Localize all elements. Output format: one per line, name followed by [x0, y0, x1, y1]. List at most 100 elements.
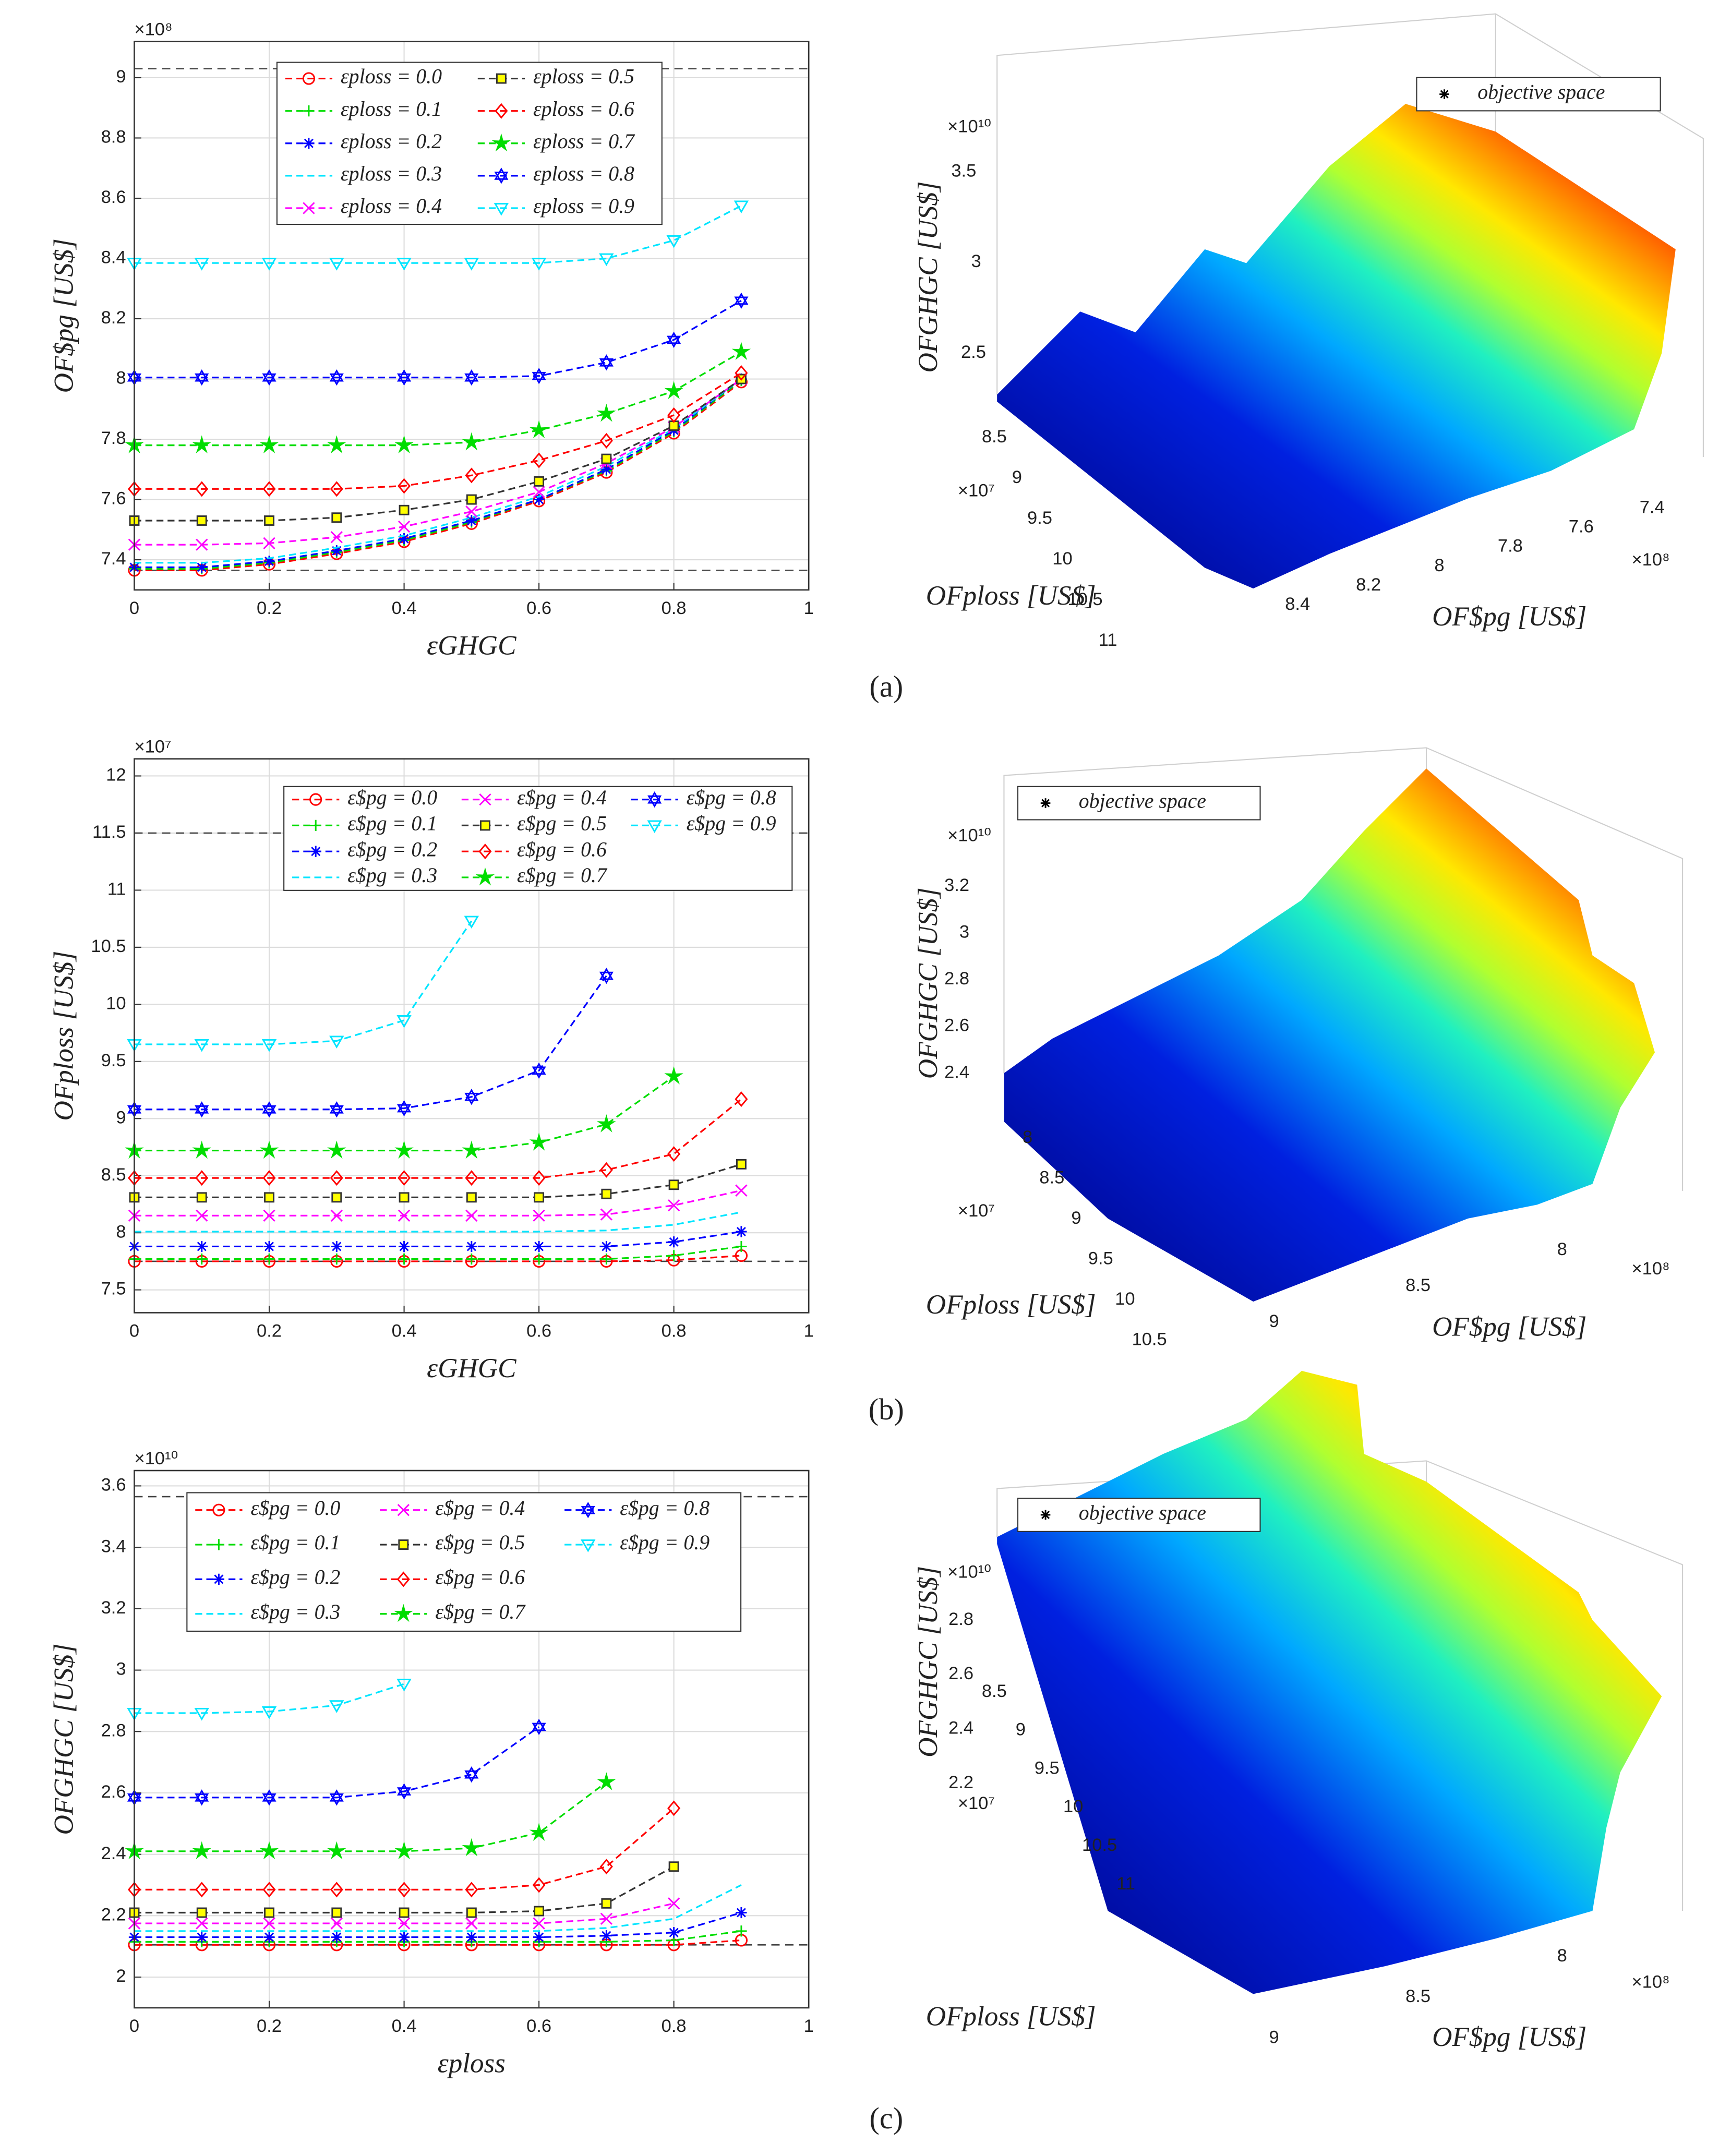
- x-tick-label: 10.5: [1067, 589, 1102, 609]
- marker: [599, 967, 614, 984]
- z-tick-label: 2.2: [948, 1773, 973, 1792]
- series-line: [134, 381, 742, 571]
- legend-label: εploss = 0.9: [533, 195, 634, 218]
- x-tick-label: 0.2: [257, 2016, 282, 2036]
- marker: [466, 515, 477, 526]
- x-tick-label: 9.5: [1027, 508, 1052, 528]
- marker: [464, 1089, 479, 1105]
- y-tick-label: 8: [116, 1222, 126, 1242]
- marker: [464, 258, 479, 271]
- series-line: [134, 1255, 742, 1262]
- axis-exponent: ×10⁷: [958, 480, 995, 500]
- marker: [262, 481, 276, 497]
- y-tick-label: 7.4: [101, 549, 126, 569]
- y-tick-label: 7.6: [101, 489, 126, 509]
- y-axis-label: OF$pg [US$]: [1432, 2022, 1586, 2052]
- series-line: [134, 920, 473, 1045]
- legend-label: ε$pg = 0.7: [517, 864, 608, 887]
- x-tick-label: 9: [1071, 1208, 1081, 1228]
- marker: [600, 1912, 613, 1925]
- marker: [398, 478, 411, 494]
- x-axis-label: OFploss [US$]: [926, 1290, 1096, 1320]
- z-tick-label: 2.8: [948, 1609, 973, 1629]
- y-tick-label: 8.4: [101, 248, 126, 268]
- y-tick-label: 12: [106, 765, 126, 785]
- marker: [303, 105, 315, 117]
- marker: [601, 1188, 612, 1199]
- y-tick-label: 3.6: [101, 1475, 126, 1495]
- marker: [262, 369, 277, 386]
- marker: [196, 1192, 207, 1203]
- marker: [464, 1766, 479, 1783]
- marker: [735, 1091, 748, 1107]
- marker: [329, 1101, 344, 1118]
- y-tick-label: 8.2: [1356, 575, 1381, 595]
- marker: [331, 1240, 342, 1252]
- marker: [533, 1253, 545, 1265]
- series-line: [134, 1808, 675, 1890]
- marker: [668, 1236, 680, 1248]
- y-tick-label: 7.4: [1640, 497, 1665, 517]
- y-axis-label: OF$pg [US$]: [49, 238, 79, 393]
- z-axis-label: OFGHGC [US$]: [913, 887, 943, 1079]
- marker: [331, 512, 342, 523]
- marker: [194, 1039, 209, 1052]
- marker: [212, 1503, 225, 1516]
- marker: [464, 369, 479, 386]
- x-tick-label: 0.4: [392, 1321, 417, 1341]
- marker: [1040, 1510, 1051, 1520]
- z-tick-label: 2.6: [948, 1664, 973, 1683]
- marker: [601, 1898, 612, 1909]
- marker: [479, 793, 491, 806]
- legend-label: ε$pg = 0.9: [687, 812, 776, 835]
- marker: [462, 432, 482, 451]
- legend-label: ε$pg = 0.8: [620, 1497, 710, 1520]
- y-tick-label: 9.5: [101, 1051, 126, 1070]
- marker: [532, 1877, 546, 1893]
- marker: [331, 1192, 342, 1203]
- marker: [398, 1240, 410, 1252]
- x-tick-label: 0.6: [526, 2016, 551, 2036]
- marker: [601, 453, 612, 464]
- marker: [534, 476, 545, 487]
- marker: [327, 1140, 346, 1159]
- marker: [599, 1162, 613, 1178]
- series-line: [134, 1726, 540, 1799]
- x-tick-label: 8: [1023, 1127, 1032, 1147]
- marker: [331, 1931, 342, 1943]
- marker: [465, 505, 478, 518]
- x-tick-label: 0: [129, 1321, 139, 1341]
- x-tick-label: 10.5: [1082, 1835, 1117, 1855]
- marker: [399, 1192, 410, 1203]
- legend-label: objective space: [1079, 1501, 1206, 1524]
- marker: [581, 1502, 595, 1519]
- marker: [263, 1931, 275, 1943]
- marker: [597, 1772, 616, 1790]
- legend-label: ε$pg = 0.3: [347, 864, 437, 887]
- y-tick-label: 8: [1557, 1946, 1567, 1966]
- marker: [397, 1504, 410, 1516]
- legend-label: εploss = 0.2: [341, 130, 442, 153]
- surface: [997, 104, 1676, 589]
- marker: [195, 1789, 209, 1806]
- y-tick-label: 8.4: [1285, 594, 1310, 614]
- x-axis-label: OFploss [US$]: [926, 2001, 1096, 2031]
- series-line: [134, 1781, 607, 1852]
- series-line: [134, 1884, 742, 1932]
- y-tick-label: 8: [1434, 556, 1444, 575]
- legend-box: [283, 786, 793, 891]
- x-tick-label: 0.8: [662, 2016, 687, 2036]
- marker: [533, 1240, 545, 1252]
- marker: [462, 1838, 482, 1857]
- marker: [330, 1170, 343, 1186]
- marker: [532, 452, 546, 468]
- marker: [736, 1907, 747, 1919]
- marker: [259, 1140, 279, 1159]
- marker: [666, 235, 681, 248]
- marker: [310, 820, 321, 832]
- marker: [664, 1066, 683, 1085]
- marker: [466, 1253, 477, 1265]
- marker: [262, 1789, 277, 1806]
- y-tick-label: 2.6: [101, 1782, 126, 1802]
